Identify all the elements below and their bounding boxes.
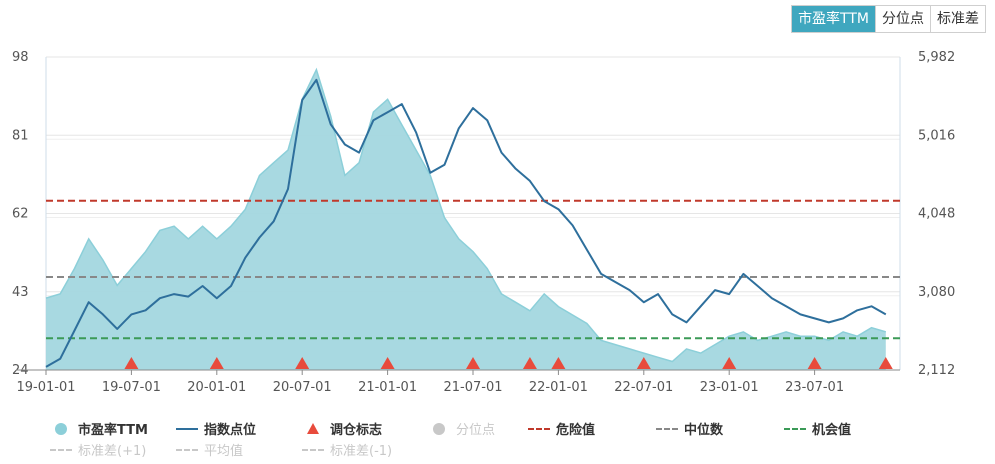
dash-line-icon — [50, 444, 72, 456]
left-tick-label: 81 — [12, 128, 29, 143]
adjust-marker — [522, 357, 537, 369]
circle-icon — [428, 422, 450, 435]
legend-item[interactable]: 标准差(-1) — [302, 440, 442, 459]
line-icon — [176, 423, 198, 435]
x-tick-label: 21-01-01 — [358, 380, 417, 395]
x-tick-label: 23-07-01 — [785, 380, 844, 395]
right-tick-label: 5,982 — [918, 50, 955, 65]
dash-line-icon — [302, 444, 324, 456]
adjust-marker — [807, 357, 822, 369]
pe-chart: 98816243245,9825,0164,0483,0802,11219-01… — [12, 50, 955, 395]
adjust-marker — [878, 357, 893, 369]
legend-label: 标准差(-1) — [330, 444, 393, 459]
x-tick-label: 21-07-01 — [443, 380, 502, 395]
legend-label: 机会值 — [812, 423, 852, 438]
legend-label: 中位数 — [684, 423, 724, 438]
x-tick-label: 23-01-01 — [700, 380, 759, 395]
x-tick-label: 20-01-01 — [187, 380, 246, 395]
adjust-marker — [209, 357, 224, 369]
right-tick-label: 2,112 — [918, 363, 955, 378]
adjust-marker — [722, 357, 737, 369]
adjust-marker — [636, 357, 651, 369]
metric-tabs: 市盈率TTM 分位点 标准差 — [791, 5, 986, 33]
legend-item[interactable]: 分位点 — [428, 419, 528, 438]
adjust-marker — [466, 357, 480, 369]
dash-line-icon — [656, 423, 678, 435]
adjust-marker — [380, 357, 395, 369]
pe-area — [46, 69, 886, 370]
legend-label: 标准差(+1) — [78, 444, 147, 459]
adjust-marker — [551, 357, 566, 369]
tab-pe-ttm[interactable]: 市盈率TTM — [792, 6, 875, 32]
legend-item[interactable]: 机会值 — [784, 419, 884, 438]
legend-item[interactable]: 调仓标志 — [302, 419, 428, 438]
left-tick-label: 43 — [12, 285, 29, 300]
legend-label: 指数点位 — [204, 423, 257, 438]
dash-line-icon — [784, 423, 806, 435]
x-tick-label: 19-01-01 — [16, 380, 75, 395]
x-tick-label: 19-07-01 — [102, 380, 161, 395]
index-line — [45, 78, 887, 368]
legend-label: 市盈率TTM — [78, 423, 148, 438]
legend-label: 平均值 — [204, 444, 244, 459]
triangle-icon — [302, 422, 324, 435]
right-tick-label: 5,016 — [918, 128, 955, 143]
tab-std-dev[interactable]: 标准差 — [930, 6, 985, 32]
tab-percentile[interactable]: 分位点 — [875, 6, 930, 32]
left-tick-label: 62 — [12, 207, 29, 222]
legend-item[interactable]: 中位数 — [656, 419, 784, 438]
x-tick-label: 22-07-01 — [614, 380, 673, 395]
legend-item[interactable]: 标准差(+1) — [50, 440, 176, 459]
right-tick-label: 3,080 — [918, 285, 955, 300]
legend-label: 分位点 — [456, 423, 496, 438]
x-tick-label: 22-01-01 — [529, 380, 588, 395]
legend-item[interactable]: 市盈率TTM — [50, 419, 176, 438]
dash-line-icon — [176, 444, 198, 456]
legend-label: 危险值 — [556, 423, 596, 438]
pe-line — [45, 67, 887, 363]
circle-icon — [50, 422, 72, 435]
legend-item[interactable]: 平均值 — [176, 440, 302, 459]
adjust-marker — [295, 357, 310, 369]
legend-label: 调仓标志 — [330, 423, 383, 438]
legend-item[interactable]: 危险值 — [528, 419, 656, 438]
adjust-marker — [124, 357, 139, 369]
x-tick-label: 20-07-01 — [273, 380, 332, 395]
legend: 市盈率TTM 指数点位 调仓标志 分位点 危险值 中位数 机会值 标准差(+1) 平均值 标准差… — [50, 418, 950, 460]
dash-line-icon — [528, 423, 550, 435]
legend-item[interactable]: 指数点位 — [176, 419, 302, 438]
left-tick-label: 98 — [12, 50, 29, 65]
right-tick-label: 4,048 — [918, 207, 955, 222]
